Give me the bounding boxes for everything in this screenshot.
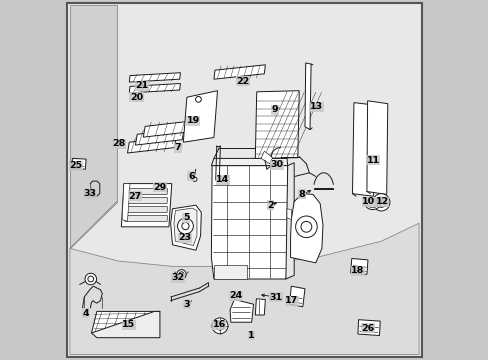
Polygon shape: [211, 158, 287, 166]
Text: 17: 17: [285, 296, 298, 305]
Ellipse shape: [367, 201, 377, 208]
Text: 11: 11: [366, 156, 379, 165]
Polygon shape: [129, 84, 180, 93]
Text: 1: 1: [248, 331, 254, 340]
Text: 30: 30: [270, 161, 283, 169]
Circle shape: [177, 218, 193, 234]
Text: 8: 8: [298, 190, 305, 199]
FancyBboxPatch shape: [67, 3, 421, 357]
Circle shape: [375, 197, 386, 207]
Circle shape: [372, 194, 389, 211]
Text: 28: 28: [112, 139, 125, 148]
Text: 26: 26: [361, 324, 374, 333]
Circle shape: [85, 273, 96, 285]
Polygon shape: [211, 166, 289, 279]
Circle shape: [195, 96, 201, 102]
Polygon shape: [70, 5, 117, 248]
Text: 32: 32: [171, 274, 183, 282]
Text: 23: 23: [178, 233, 191, 242]
Text: 27: 27: [128, 192, 141, 201]
Polygon shape: [213, 65, 265, 79]
Polygon shape: [285, 163, 294, 279]
Polygon shape: [174, 208, 197, 246]
Text: 29: 29: [153, 183, 166, 192]
Text: 15: 15: [122, 320, 135, 329]
Circle shape: [375, 203, 377, 206]
Circle shape: [301, 221, 311, 232]
Circle shape: [177, 270, 186, 279]
Polygon shape: [289, 286, 305, 307]
Polygon shape: [125, 189, 167, 194]
Polygon shape: [255, 91, 299, 158]
Ellipse shape: [365, 199, 379, 210]
Text: 20: 20: [130, 93, 143, 102]
Polygon shape: [366, 101, 387, 194]
Polygon shape: [91, 311, 160, 333]
Text: 14: 14: [216, 175, 229, 184]
Polygon shape: [170, 205, 201, 250]
Polygon shape: [183, 91, 217, 142]
Text: 9: 9: [271, 105, 278, 114]
Polygon shape: [129, 73, 180, 82]
Text: 16: 16: [212, 320, 225, 329]
Polygon shape: [305, 63, 310, 130]
Text: 10: 10: [362, 197, 374, 206]
Text: 33: 33: [83, 189, 96, 198]
Polygon shape: [350, 258, 367, 274]
Text: 3: 3: [183, 300, 190, 309]
Polygon shape: [91, 311, 160, 338]
Text: 25: 25: [69, 161, 82, 170]
Polygon shape: [125, 207, 167, 212]
Circle shape: [192, 177, 197, 181]
Polygon shape: [213, 265, 247, 279]
Text: 13: 13: [309, 102, 323, 112]
Polygon shape: [255, 299, 265, 315]
Circle shape: [295, 216, 317, 238]
Text: 18: 18: [350, 266, 364, 275]
Text: 2: 2: [266, 201, 273, 210]
Text: 19: 19: [186, 116, 200, 125]
Circle shape: [215, 321, 224, 330]
Polygon shape: [125, 216, 167, 221]
Polygon shape: [230, 300, 253, 322]
Polygon shape: [122, 184, 130, 221]
Polygon shape: [125, 198, 167, 203]
Polygon shape: [135, 129, 183, 145]
Text: 22: 22: [236, 77, 249, 85]
Text: 21: 21: [135, 81, 148, 90]
Text: 6: 6: [187, 172, 194, 181]
Polygon shape: [127, 137, 176, 153]
Polygon shape: [290, 194, 322, 263]
Text: 31: 31: [269, 292, 282, 302]
Text: 4: 4: [82, 309, 88, 318]
Circle shape: [88, 276, 94, 282]
Text: 7: 7: [174, 143, 181, 152]
Circle shape: [212, 318, 227, 334]
Circle shape: [182, 222, 189, 230]
Text: 12: 12: [375, 197, 388, 206]
Text: 24: 24: [229, 292, 242, 300]
Polygon shape: [121, 184, 171, 227]
Polygon shape: [286, 209, 291, 220]
Circle shape: [179, 272, 183, 277]
Polygon shape: [352, 103, 374, 196]
Circle shape: [367, 203, 369, 206]
Polygon shape: [70, 223, 418, 355]
Polygon shape: [357, 320, 380, 336]
Polygon shape: [143, 121, 192, 137]
Polygon shape: [72, 158, 86, 169]
Polygon shape: [261, 151, 272, 164]
Text: 5: 5: [183, 213, 189, 222]
